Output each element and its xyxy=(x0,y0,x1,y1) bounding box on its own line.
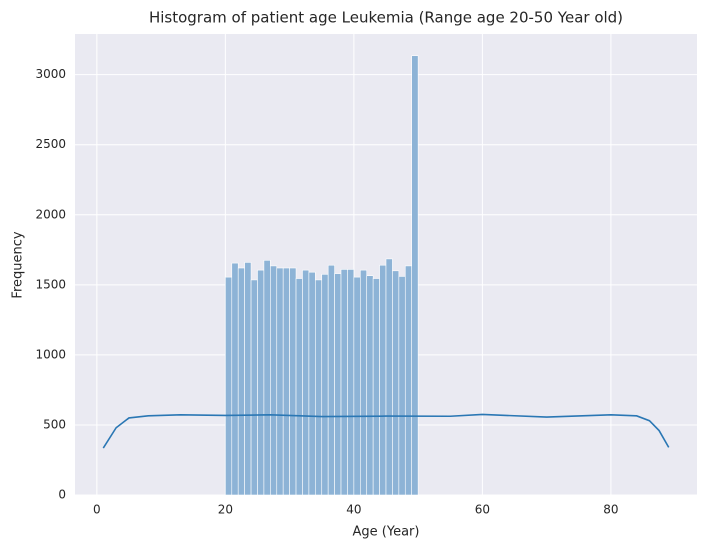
y-tick-label: 2500 xyxy=(35,137,66,151)
chart-title: Histogram of patient age Leukemia (Range… xyxy=(149,9,623,27)
bar xyxy=(411,55,419,496)
x-axis-label: Age (Year) xyxy=(353,525,420,540)
bar xyxy=(366,275,374,496)
bar xyxy=(231,262,239,496)
kde-line xyxy=(102,413,670,449)
bar xyxy=(315,279,323,496)
bar xyxy=(359,269,368,496)
bar xyxy=(257,269,265,496)
bar xyxy=(282,267,290,496)
x-tick-label: 40 xyxy=(346,503,361,517)
bar xyxy=(327,264,335,496)
bar xyxy=(244,262,252,496)
y-tick-label: 1500 xyxy=(35,277,66,291)
bar xyxy=(392,270,400,496)
bar xyxy=(225,276,233,496)
bar xyxy=(308,271,316,496)
bar xyxy=(289,267,297,496)
bar xyxy=(295,278,303,496)
bar xyxy=(404,265,413,496)
bar xyxy=(372,278,380,496)
y-tick-label: 0 xyxy=(58,488,66,502)
x-tick-label: 0 xyxy=(93,503,101,517)
bar xyxy=(237,267,245,496)
y-tick-label: 2000 xyxy=(35,207,66,221)
bar xyxy=(270,265,278,496)
bar xyxy=(340,269,348,496)
bar xyxy=(385,258,393,496)
bar xyxy=(302,269,310,496)
y-tick-label: 1000 xyxy=(35,347,66,361)
bar xyxy=(276,267,284,496)
bar xyxy=(353,276,361,496)
y-tick-label: 500 xyxy=(43,417,66,431)
bar xyxy=(263,259,271,496)
bar xyxy=(347,269,355,496)
x-tick-label: 80 xyxy=(603,503,618,517)
x-tick-label: 20 xyxy=(218,503,233,517)
y-axis-label: Frequency xyxy=(11,231,26,298)
y-tick-label: 3000 xyxy=(35,67,66,81)
bar xyxy=(398,276,406,496)
bar xyxy=(379,264,387,496)
bar xyxy=(250,279,258,496)
bar xyxy=(321,274,329,496)
bar xyxy=(334,273,342,496)
x-tick-label: 60 xyxy=(475,503,490,517)
